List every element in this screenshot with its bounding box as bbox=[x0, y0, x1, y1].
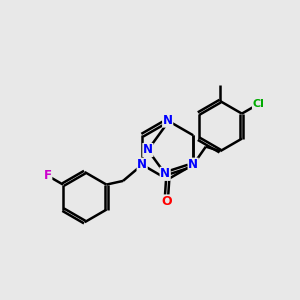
Text: Cl: Cl bbox=[253, 99, 264, 109]
Text: O: O bbox=[161, 195, 172, 208]
Text: N: N bbox=[188, 158, 198, 171]
Text: F: F bbox=[44, 169, 52, 182]
Text: N: N bbox=[137, 158, 147, 171]
Text: N: N bbox=[160, 167, 170, 180]
Text: N: N bbox=[163, 114, 173, 127]
Text: N: N bbox=[143, 143, 153, 157]
